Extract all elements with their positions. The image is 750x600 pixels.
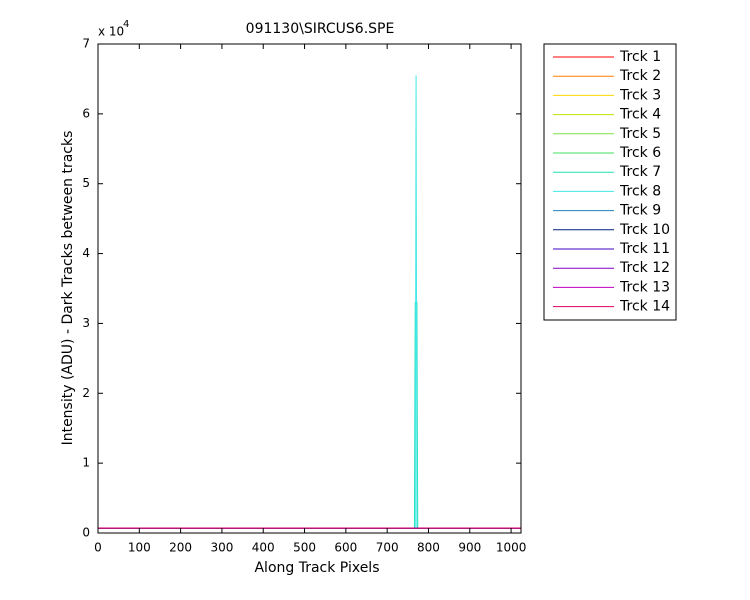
legend-label: Trck 8 bbox=[619, 183, 661, 199]
y-axis-label: Intensity (ADU) - Dark Tracks between tr… bbox=[60, 131, 76, 446]
y-tick-label: 6 bbox=[82, 106, 90, 120]
x-tick-label: 0 bbox=[94, 541, 102, 555]
x-tick-label: 300 bbox=[210, 541, 233, 555]
x-axis-label: Along Track Pixels bbox=[254, 560, 379, 576]
x-tick-label: 1000 bbox=[496, 541, 527, 555]
legend-label: Trck 14 bbox=[619, 299, 670, 315]
y-tick-label: 4 bbox=[82, 246, 90, 260]
x-tick-label: 600 bbox=[334, 541, 357, 555]
x-tick-label: 800 bbox=[417, 541, 440, 555]
legend-label: Trck 11 bbox=[619, 241, 670, 257]
legend-label: Trck 1 bbox=[619, 49, 661, 65]
y-exponent: 4 bbox=[123, 19, 129, 30]
legend-label: Trck 7 bbox=[619, 164, 661, 180]
legend-label: Trck 9 bbox=[619, 203, 661, 219]
y-tick-label: 2 bbox=[82, 386, 90, 400]
legend: Trck 1 Trck 2 Trck 3 Trck 4 Trck 5 Trck 6 Trck… bbox=[543, 43, 677, 321]
y-tick-label: 7 bbox=[82, 37, 90, 51]
legend-label: Trck 4 bbox=[619, 107, 661, 123]
legend-box bbox=[543, 43, 677, 321]
x-tick-label: 100 bbox=[128, 541, 151, 555]
legend-label: Trck 3 bbox=[619, 87, 661, 103]
y-multiplier: x 10 bbox=[98, 25, 124, 39]
legend-label: Trck 2 bbox=[619, 68, 661, 84]
y-tick-label: 0 bbox=[82, 526, 90, 540]
chart-title: 091130\SIRCUS6.SPE bbox=[246, 21, 395, 37]
lines bbox=[98, 75, 521, 529]
ticks: 0 100 200 300 400 500 600 700 800 900 1000 0 1 2 3 4 5 6 7 bbox=[82, 37, 526, 555]
legend-label: Trck 13 bbox=[619, 279, 670, 295]
legend-label: Trck 6 bbox=[619, 145, 661, 161]
legend-label: Trck 12 bbox=[619, 260, 670, 276]
x-tick-label: 500 bbox=[293, 541, 316, 555]
x-tick-label: 900 bbox=[458, 541, 481, 555]
y-tick-label: 5 bbox=[82, 176, 90, 190]
plot-area bbox=[98, 44, 521, 533]
legend-label: Trck 5 bbox=[619, 126, 661, 142]
x-tick-label: 700 bbox=[376, 541, 399, 555]
x-tick-label: 200 bbox=[169, 541, 192, 555]
plot-frame bbox=[97, 43, 522, 534]
y-tick-label: 3 bbox=[82, 316, 90, 330]
x-tick-label: 400 bbox=[252, 541, 275, 555]
legend-label: Trck 10 bbox=[619, 222, 670, 238]
y-tick-label: 1 bbox=[82, 456, 90, 470]
